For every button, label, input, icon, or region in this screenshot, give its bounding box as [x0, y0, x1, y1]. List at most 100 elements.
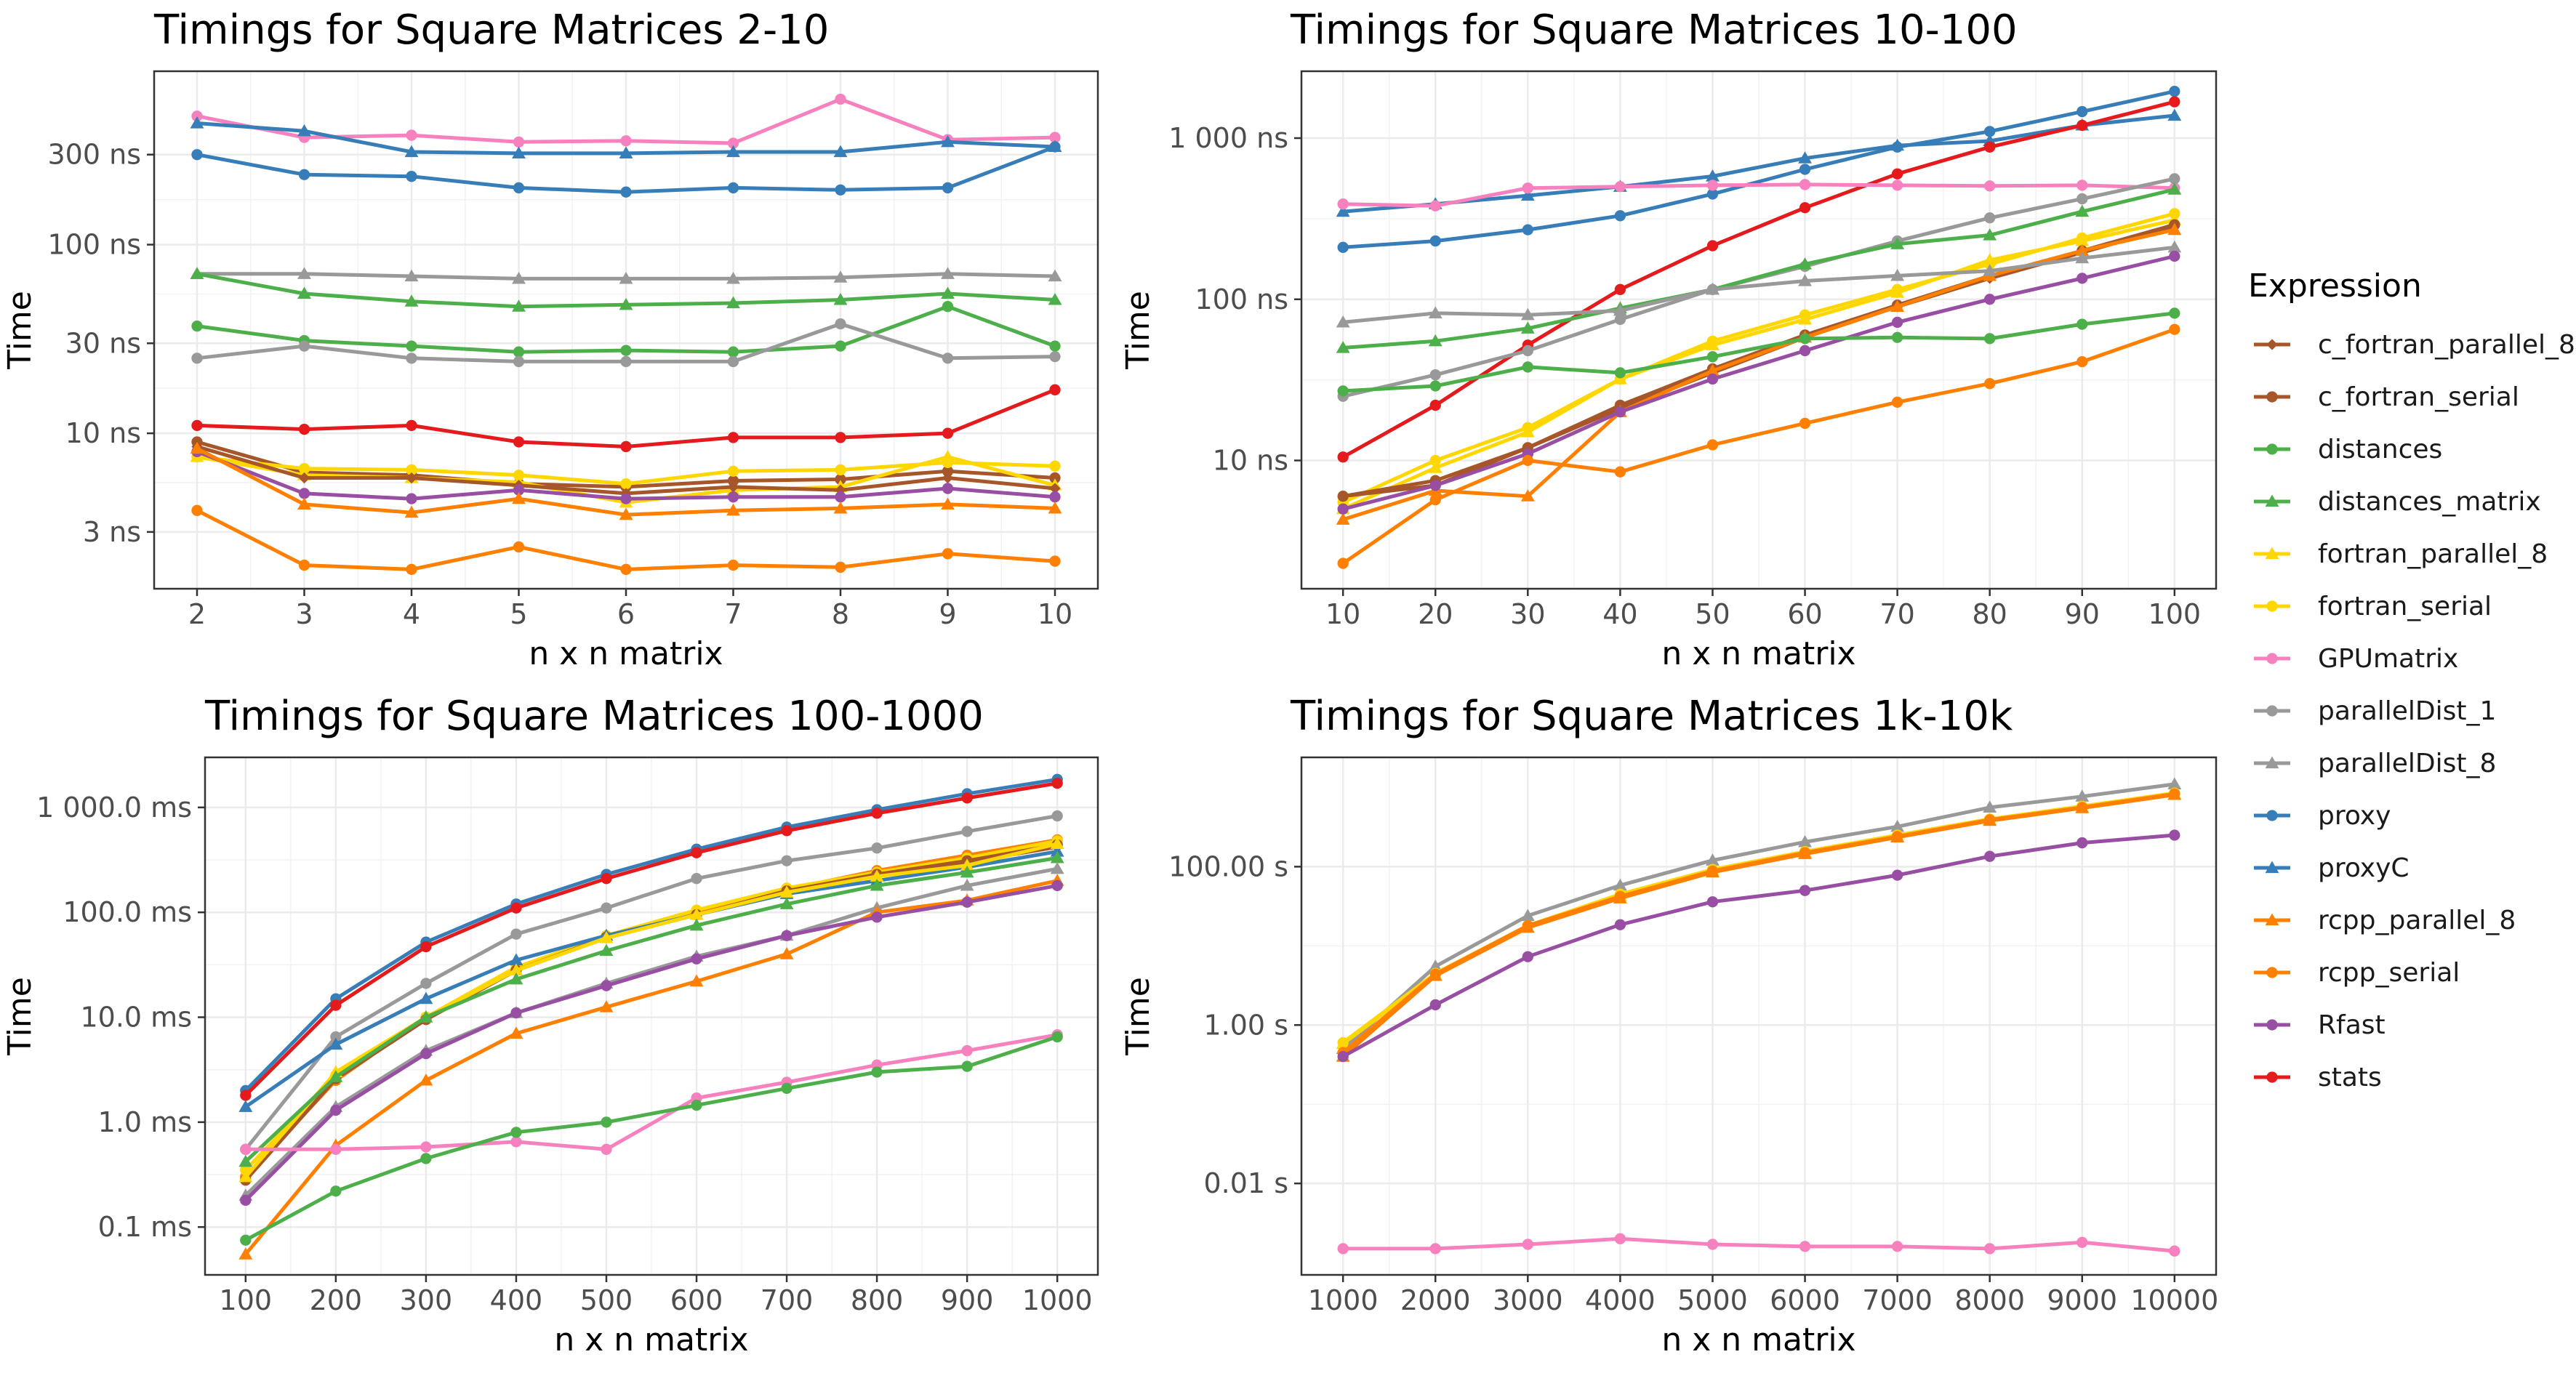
data-point [1051, 777, 1063, 789]
data-point [620, 440, 632, 453]
data-point [1984, 141, 1996, 153]
data-point [2077, 1236, 2088, 1248]
data-point [420, 1141, 432, 1153]
data-point [1614, 919, 1626, 930]
data-point [2075, 789, 2090, 802]
data-point [2169, 829, 2180, 841]
data-point [513, 470, 525, 481]
x-tick-label: 7 [724, 598, 742, 630]
legend-item-c-fortran-serial: c_fortran_serial [2254, 382, 2519, 412]
legend-item-distances-matrix: distances_matrix [2254, 487, 2541, 517]
series-distances-matrix [190, 267, 1062, 312]
data-point [1706, 169, 1720, 182]
data-point [1522, 345, 1533, 357]
data-point [779, 947, 794, 959]
data-point [512, 299, 526, 312]
legend-label: rcpp_serial [2318, 958, 2460, 988]
data-point [1798, 151, 1812, 164]
data-point [961, 896, 973, 908]
data-point [942, 427, 954, 439]
series-line [1341, 113, 2177, 214]
data-point [1337, 1050, 1349, 1063]
data-point [2077, 193, 2088, 205]
data-point [1613, 303, 1627, 316]
legend-label: c_fortran_serial [2318, 382, 2519, 412]
data-point [1984, 212, 1996, 224]
data-point [1429, 399, 1441, 411]
y-tick-label: 0.01 s [1204, 1167, 1289, 1199]
legend-key-marker [2266, 967, 2278, 978]
data-point [298, 559, 310, 571]
legend-key-marker [2266, 1071, 2278, 1083]
data-point [835, 464, 846, 476]
data-point [1429, 235, 1441, 247]
series-line [244, 842, 1059, 1179]
data-point [727, 137, 739, 149]
series-distances [240, 1031, 1063, 1246]
data-point [1984, 333, 1996, 345]
data-point [727, 481, 739, 493]
data-point [1049, 555, 1061, 567]
data-point [835, 318, 846, 330]
data-point [961, 792, 973, 804]
series-line [244, 814, 1059, 1151]
data-point [781, 825, 793, 837]
x-tick-label: 4 [403, 598, 420, 630]
data-point [619, 271, 633, 284]
data-point [1706, 188, 1719, 200]
data-point [298, 169, 310, 180]
x-tick-label: 30 [1510, 598, 1545, 630]
data-point [1706, 896, 1719, 908]
data-point [1522, 224, 1533, 235]
data-point [1048, 501, 1062, 514]
data-point [833, 501, 848, 514]
data-point [406, 493, 417, 504]
data-point [1984, 378, 1996, 390]
data-point [329, 1037, 343, 1050]
data-point [1337, 1243, 1349, 1255]
x-tick-label: 400 [490, 1284, 543, 1316]
data-point [870, 878, 884, 891]
legend-item-paralleldist-8: parallelDist_8 [2254, 749, 2496, 778]
data-point [298, 472, 310, 484]
data-point [620, 478, 632, 490]
legend-label: c_fortran_parallel_8 [2318, 330, 2575, 360]
data-point [870, 869, 884, 882]
data-point [2077, 837, 2088, 849]
data-point [1614, 283, 1626, 295]
data-point [298, 488, 310, 499]
data-point [1336, 341, 1350, 353]
data-point [191, 110, 203, 122]
data-point [509, 953, 523, 966]
data-point [512, 491, 526, 504]
series-line [1341, 792, 2177, 1059]
data-point [330, 1104, 342, 1116]
panel-border [1300, 70, 2218, 590]
data-point [691, 1099, 702, 1111]
data-point [513, 484, 525, 496]
data-point [1613, 891, 1627, 903]
data-point [1706, 1239, 1719, 1250]
x-tick-label: 6 [617, 598, 635, 630]
legend-label: parallelDist_8 [2318, 749, 2496, 778]
data-point [619, 297, 633, 310]
data-point [1984, 850, 1996, 862]
series-rcpp-parallel-8 [190, 441, 1062, 520]
data-point [190, 441, 204, 454]
legend-label: fortran_parallel_8 [2318, 539, 2548, 569]
data-point [1049, 472, 1061, 484]
x-axis-label: n x n matrix [1661, 1321, 1855, 1358]
data-point [1983, 813, 1997, 826]
data-point [619, 146, 633, 158]
legend-key-marker [2266, 443, 2278, 455]
data-point [1051, 1031, 1063, 1043]
data-point [781, 1082, 793, 1095]
data-point [942, 483, 954, 494]
data-point [419, 1073, 433, 1086]
data-point [404, 269, 419, 282]
legend-key-marker [2266, 705, 2278, 717]
data-point [1520, 307, 1535, 321]
data-point [1706, 240, 1719, 251]
data-point [1428, 306, 1443, 318]
legend-key-marker [2265, 756, 2279, 769]
